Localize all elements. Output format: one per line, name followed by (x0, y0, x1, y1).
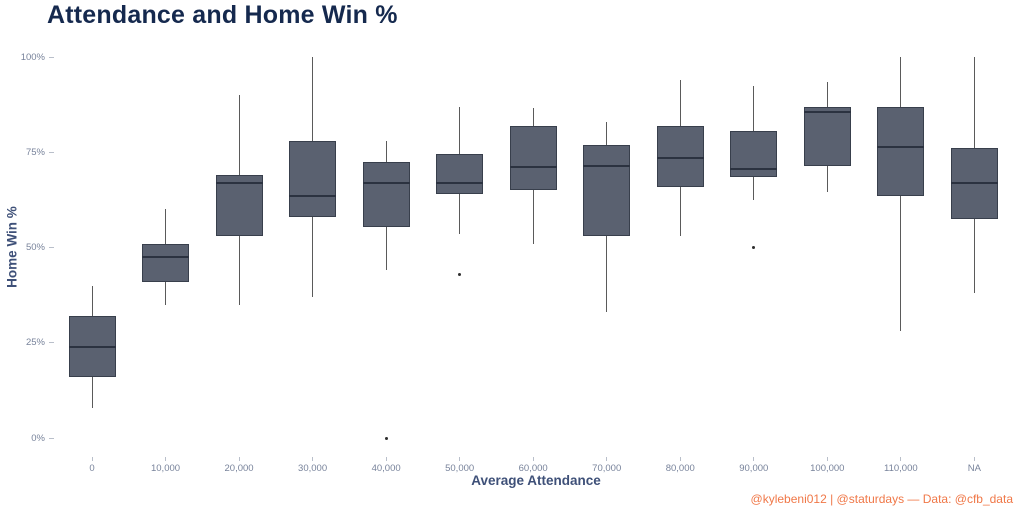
box[interactable] (436, 154, 484, 195)
x-axis-tick (385, 457, 387, 461)
x-axis-tick (679, 457, 681, 461)
x-axis-tick (753, 457, 755, 461)
median-line (509, 166, 557, 169)
y-axis-tick (49, 151, 54, 153)
x-axis-tick (165, 457, 167, 461)
y-axis-tick-label: 100% (20, 51, 45, 63)
x-axis-tick (973, 457, 975, 461)
box[interactable] (877, 106, 925, 197)
median-line (68, 345, 116, 348)
outlier-point (752, 246, 756, 249)
median-line (142, 256, 190, 259)
x-axis-tick (532, 457, 534, 461)
outlier-point (458, 272, 462, 276)
y-axis-tick-label: 25% (25, 337, 45, 349)
median-line (362, 181, 410, 184)
x-axis-tick (312, 457, 314, 461)
median-line (215, 181, 263, 184)
median-line (436, 181, 484, 184)
box[interactable] (142, 243, 190, 282)
y-axis-tick-label: 0% (31, 432, 45, 444)
attribution: @kylebeni012 | @staturdays — Data: @cfb_… (750, 492, 1013, 506)
x-axis-tick-label: 40,000 (371, 463, 401, 474)
x-axis-tick-label: 0 (89, 463, 95, 474)
x-axis-tick (900, 457, 902, 461)
box[interactable] (362, 161, 410, 227)
median-line (656, 156, 704, 159)
x-axis-tick (238, 457, 240, 461)
x-axis-tick-label: 30,000 (298, 463, 328, 474)
x-axis-tick (91, 457, 93, 461)
box[interactable] (509, 125, 557, 191)
median-line (877, 145, 925, 148)
x-axis-tick-label: 60,000 (518, 463, 548, 474)
y-axis-tick (49, 56, 54, 58)
box[interactable] (583, 144, 631, 237)
x-axis-tick-label: 20,000 (224, 463, 254, 474)
chart-title: Attendance and Home Win % (47, 1, 398, 29)
box[interactable] (656, 125, 704, 187)
outlier-point (384, 436, 388, 440)
median-line (583, 164, 631, 167)
y-axis-tick-label: 50% (25, 242, 45, 253)
x-axis-title: Average Attendance (471, 473, 601, 488)
y-axis-tick-label: 75% (25, 146, 45, 158)
x-axis-tick (459, 457, 461, 461)
x-axis-tick-label: 70,000 (592, 463, 622, 474)
y-axis-tick (49, 342, 54, 344)
median-line (950, 181, 998, 184)
x-axis-tick-label: 50,000 (445, 463, 475, 474)
median-line (289, 195, 337, 198)
y-axis-tick (49, 247, 54, 248)
x-axis-tick (826, 457, 828, 461)
box[interactable] (215, 175, 263, 237)
box[interactable] (289, 140, 337, 217)
x-axis-tick-label: 10,000 (150, 463, 181, 474)
box[interactable] (803, 106, 851, 166)
x-axis-tick-label: 80,000 (665, 463, 695, 474)
x-axis-tick-label: 100,000 (810, 463, 845, 474)
x-axis-tick-label: NA (967, 463, 981, 474)
x-axis-tick (606, 457, 608, 461)
median-line (803, 111, 851, 114)
x-axis-tick-label: 90,000 (739, 463, 769, 474)
median-line (730, 168, 778, 171)
y-axis-tick (49, 437, 54, 439)
y-axis-title: Home Win % (4, 206, 20, 288)
x-axis-tick-label: 110,000 (884, 463, 918, 474)
